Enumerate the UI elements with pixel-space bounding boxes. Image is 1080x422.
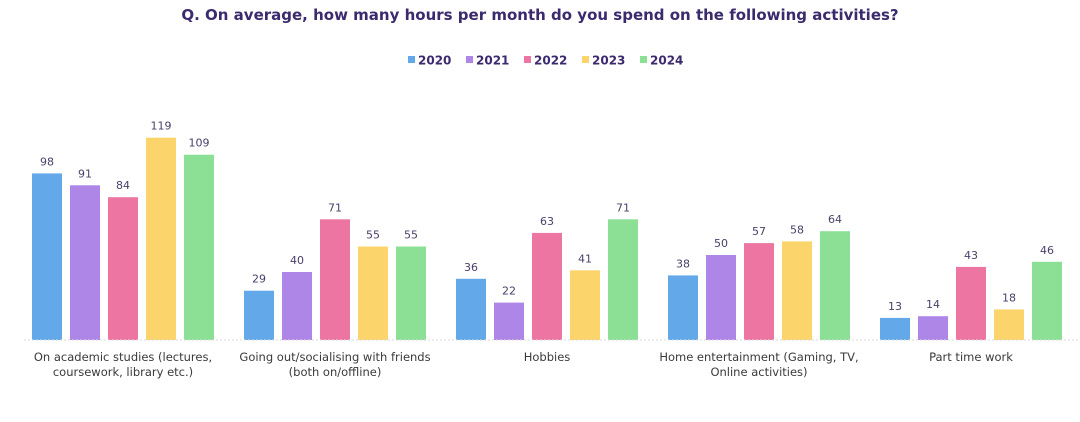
bar-2021-cat0	[70, 185, 100, 340]
category-label-0: On academic studies (lectures, coursework…	[34, 350, 212, 379]
bar-2020-cat4	[880, 317, 910, 340]
data-label-2021-cat0: 91	[78, 167, 92, 180]
bar-2021-cat1	[282, 272, 312, 340]
bar-2022-cat3	[744, 243, 774, 340]
bar-2024-cat0	[184, 154, 214, 340]
bars: 98 91 84 119 109 29 40 71 55 55 36 22 63 41 71 38 50 57 58…	[32, 120, 1062, 340]
legend-swatch-2023	[582, 56, 589, 63]
legend-label-2022: 2022	[534, 54, 567, 68]
data-label-2021-cat4: 14	[926, 298, 940, 311]
category-label-3: Home entertainment (Gaming, TV, Online ac…	[659, 350, 858, 379]
bar-2020-cat3	[668, 275, 698, 340]
legend: 2020 2021 2022 2023 2024	[408, 54, 683, 68]
bar-2020-cat0	[32, 173, 62, 340]
category-label-4: Part time work	[929, 350, 1013, 364]
data-label-2023-cat4: 18	[1002, 291, 1016, 304]
category-label-2: Hobbies	[524, 350, 571, 364]
data-label-2024-cat2: 71	[616, 201, 630, 214]
data-label-2020-cat2: 36	[464, 261, 478, 274]
bar-2022-cat0	[108, 197, 138, 340]
category-label-1: Going out/socialising with friends (both …	[239, 350, 430, 379]
bar-2023-cat0	[146, 137, 176, 340]
legend-label-2021: 2021	[476, 54, 509, 68]
bar-2021-cat4	[918, 316, 948, 340]
data-label-2023-cat2: 41	[578, 252, 592, 265]
bar-2024-cat2	[608, 219, 638, 340]
category-labels: On academic studies (lectures, coursework…	[34, 350, 1013, 379]
data-label-2023-cat0: 119	[151, 120, 172, 133]
bar-2020-cat1	[244, 290, 274, 340]
legend-swatch-2022	[524, 56, 531, 63]
data-label-2022-cat0: 84	[116, 179, 130, 192]
data-label-2021-cat3: 50	[714, 237, 728, 250]
data-label-2024-cat4: 46	[1040, 244, 1054, 257]
data-label-2020-cat3: 38	[676, 257, 690, 270]
bar-2024-cat4	[1032, 261, 1062, 340]
data-label-2024-cat1: 55	[404, 229, 418, 242]
legend-label-2020: 2020	[418, 54, 451, 68]
bar-2021-cat2	[494, 302, 524, 340]
data-label-2024-cat3: 64	[828, 213, 842, 226]
bar-2023-cat3	[782, 241, 812, 340]
legend-swatch-2021	[466, 56, 473, 63]
bar-2022-cat2	[532, 232, 562, 340]
data-label-2021-cat2: 22	[502, 285, 516, 298]
bar-2023-cat4	[994, 309, 1024, 340]
bar-2022-cat1	[320, 219, 350, 340]
data-label-2022-cat3: 57	[752, 225, 766, 238]
data-label-2020-cat0: 98	[40, 155, 54, 168]
chart-title: Q. On average, how many hours per month …	[181, 6, 899, 24]
bar-2024-cat1	[396, 246, 426, 340]
bar-2022-cat4	[956, 266, 986, 340]
legend-label-2023: 2023	[592, 54, 625, 68]
bar-2024-cat3	[820, 231, 850, 340]
legend-swatch-2020	[408, 56, 415, 63]
bar-2021-cat3	[706, 255, 736, 340]
bar-2023-cat1	[358, 246, 388, 340]
data-label-2022-cat4: 43	[964, 249, 978, 262]
data-label-2023-cat3: 58	[790, 223, 804, 236]
data-label-2022-cat1: 71	[328, 201, 342, 214]
data-label-2020-cat1: 29	[252, 273, 266, 286]
bar-2020-cat2	[456, 278, 486, 340]
data-label-2024-cat0: 109	[189, 137, 210, 150]
bar-2023-cat2	[570, 270, 600, 340]
data-label-2022-cat2: 63	[540, 215, 554, 228]
data-label-2023-cat1: 55	[366, 229, 380, 242]
data-label-2021-cat1: 40	[290, 254, 304, 267]
legend-label-2024: 2024	[650, 54, 683, 68]
data-label-2020-cat4: 13	[888, 300, 902, 313]
legend-swatch-2024	[640, 56, 647, 63]
